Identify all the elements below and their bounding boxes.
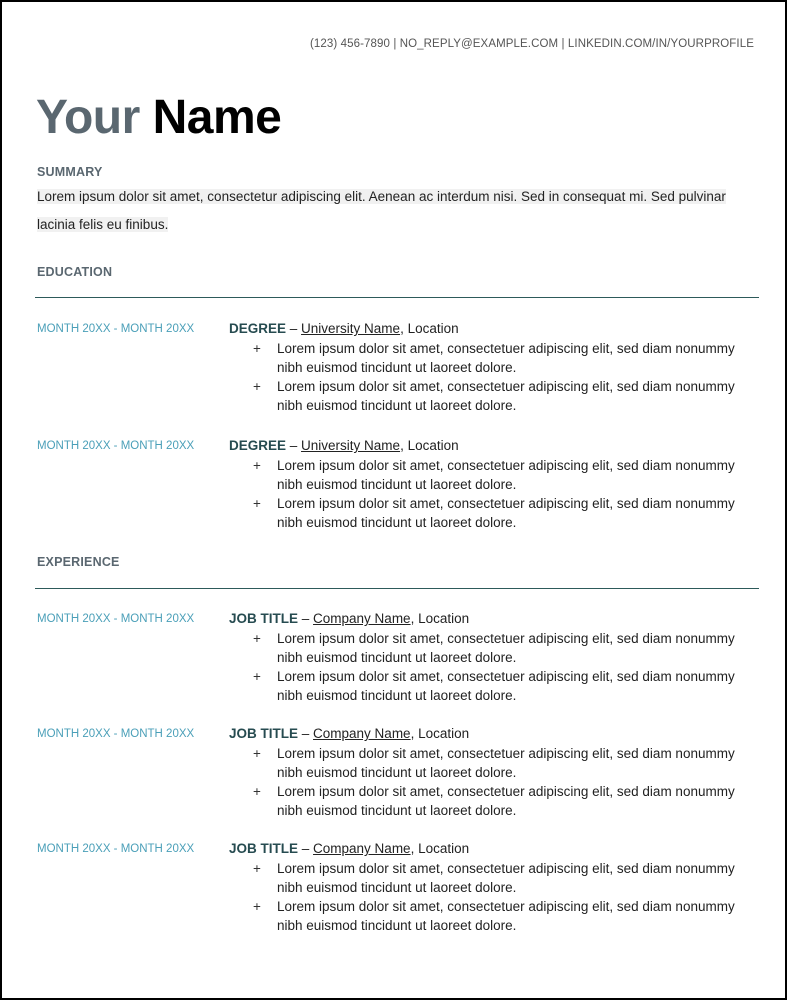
separator: – [298, 726, 314, 741]
experience-divider [35, 588, 759, 589]
comma: , [400, 438, 408, 453]
bullet-text: Lorem ipsum dolor sit amet, consectetuer… [277, 746, 735, 780]
bullet-item: + Lorem ipsum dolor sit amet, consectetue… [253, 495, 757, 532]
plus-bullet-icon: + [253, 379, 261, 394]
separator: – [298, 611, 314, 626]
comma: , [410, 726, 419, 741]
location: Location [418, 611, 470, 626]
entry-header: JOB TITLE – Company Name, Location [229, 610, 469, 628]
date-range: MONTH 20XX - MONTH 20XX [37, 440, 195, 452]
date-range: MONTH 20XX - MONTH 20XX [37, 323, 195, 335]
location: Location [418, 841, 470, 856]
summary-text-block: Lorem ipsum dolor sit amet, consectetur … [37, 183, 757, 239]
bullet-item: + Lorem ipsum dolor sit amet, consectetue… [253, 378, 757, 415]
job-organization: Company Name [313, 841, 411, 856]
education-organization: University Name [301, 438, 401, 453]
bullet-item: + Lorem ipsum dolor sit amet, consectetue… [253, 783, 757, 820]
plus-bullet-icon: + [253, 458, 261, 473]
comma: , [400, 321, 408, 336]
bullet-text: Lorem ipsum dolor sit amet, consectetuer… [277, 631, 735, 665]
bullet-item: + Lorem ipsum dolor sit amet, consectetue… [253, 630, 757, 667]
first-name: Your [36, 91, 140, 144]
location: Location [418, 726, 470, 741]
bullet-text: Lorem ipsum dolor sit amet, consectetuer… [277, 341, 735, 375]
date-range: MONTH 20XX - MONTH 20XX [37, 613, 195, 625]
plus-bullet-icon: + [253, 496, 261, 511]
separator: – [298, 841, 314, 856]
comma: , [410, 841, 419, 856]
separator: – [286, 438, 302, 453]
summary-heading: SUMMARY [37, 165, 103, 179]
bullet-text: Lorem ipsum dolor sit amet, consectetuer… [277, 496, 735, 530]
contact-info: (123) 456-7890 | NO_REPLY@EXAMPLE.COM | … [309, 38, 754, 50]
name-heading: Your Name [36, 90, 282, 145]
plus-bullet-icon: + [253, 899, 261, 914]
bullet-list: + Lorem ipsum dolor sit amet, consectetue… [253, 630, 763, 706]
job-organization: Company Name [313, 611, 411, 626]
education-divider [35, 297, 759, 298]
entry-header: JOB TITLE – Company Name, Location [229, 725, 469, 743]
entry-header: DEGREE – University Name, Location [229, 320, 459, 338]
job-title: JOB TITLE [229, 841, 299, 856]
plus-bullet-icon: + [253, 631, 261, 646]
job-organization: Company Name [313, 726, 411, 741]
bullet-text: Lorem ipsum dolor sit amet, consectetuer… [277, 861, 735, 895]
bullet-text: Lorem ipsum dolor sit amet, consectetuer… [277, 458, 735, 492]
bullet-item: + Lorem ipsum dolor sit amet, consectetue… [253, 860, 757, 897]
bullet-item: + Lorem ipsum dolor sit amet, consectetue… [253, 340, 757, 377]
location: Location [407, 438, 459, 453]
plus-bullet-icon: + [253, 669, 261, 684]
location: Location [407, 321, 459, 336]
entry-header: JOB TITLE – Company Name, Location [229, 840, 469, 858]
plus-bullet-icon: + [253, 861, 261, 876]
summary-text: Lorem ipsum dolor sit amet, consectetur … [37, 189, 726, 232]
bullet-list: + Lorem ipsum dolor sit amet, consectetue… [253, 457, 763, 533]
education-title: DEGREE [229, 438, 287, 453]
plus-bullet-icon: + [253, 341, 261, 356]
bullet-text: Lorem ipsum dolor sit amet, consectetuer… [277, 669, 735, 703]
last-name: Name [152, 91, 282, 144]
date-range: MONTH 20XX - MONTH 20XX [37, 843, 195, 855]
plus-bullet-icon: + [253, 746, 261, 761]
date-range: MONTH 20XX - MONTH 20XX [37, 728, 195, 740]
bullet-text: Lorem ipsum dolor sit amet, consectetuer… [277, 379, 735, 413]
bullet-list: + Lorem ipsum dolor sit amet, consectetue… [253, 745, 763, 821]
job-title: JOB TITLE [229, 726, 299, 741]
bullet-text: Lorem ipsum dolor sit amet, consectetuer… [277, 784, 735, 818]
bullet-item: + Lorem ipsum dolor sit amet, consectetue… [253, 457, 757, 494]
bullet-text: Lorem ipsum dolor sit amet, consectetuer… [277, 899, 735, 933]
experience-heading: EXPERIENCE [37, 555, 120, 569]
education-title: DEGREE [229, 321, 287, 336]
bullet-list: + Lorem ipsum dolor sit amet, consectetue… [253, 860, 763, 936]
plus-bullet-icon: + [253, 784, 261, 799]
bullet-list: + Lorem ipsum dolor sit amet, consectetue… [253, 340, 763, 416]
entry-header: DEGREE – University Name, Location [229, 437, 459, 455]
separator: – [286, 321, 302, 336]
bullet-item: + Lorem ipsum dolor sit amet, consectetue… [253, 898, 757, 935]
comma: , [410, 611, 419, 626]
education-heading: EDUCATION [37, 265, 113, 279]
bullet-item: + Lorem ipsum dolor sit amet, consectetue… [253, 745, 757, 782]
job-title: JOB TITLE [229, 611, 299, 626]
bullet-item: + Lorem ipsum dolor sit amet, consectetue… [253, 668, 757, 705]
education-organization: University Name [301, 321, 401, 336]
